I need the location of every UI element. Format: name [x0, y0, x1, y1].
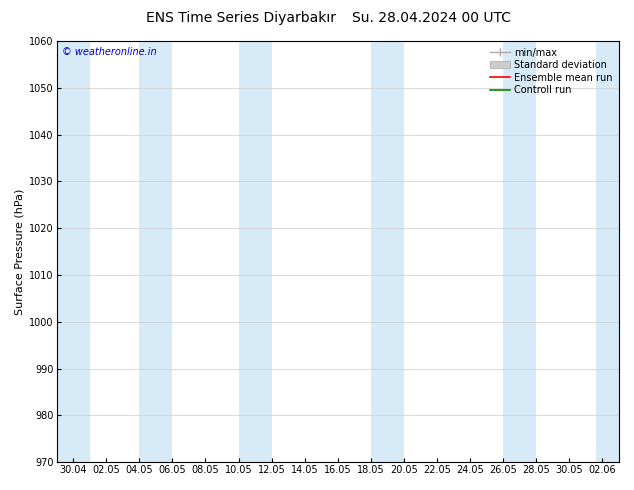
Bar [56, 41, 89, 462]
Text: ENS Time Series Diyarbakır: ENS Time Series Diyarbakır [146, 11, 336, 25]
Bar [371, 41, 404, 462]
Text: © weatheronline.in: © weatheronline.in [62, 48, 157, 57]
Text: Su. 28.04.2024 00 UTC: Su. 28.04.2024 00 UTC [352, 11, 510, 25]
Bar [238, 41, 271, 462]
Bar [503, 41, 536, 462]
Bar [139, 41, 172, 462]
Bar [596, 41, 619, 462]
Y-axis label: Surface Pressure (hPa): Surface Pressure (hPa) [15, 189, 25, 315]
Legend: min/max, Standard deviation, Ensemble mean run, Controll run: min/max, Standard deviation, Ensemble me… [488, 46, 614, 97]
